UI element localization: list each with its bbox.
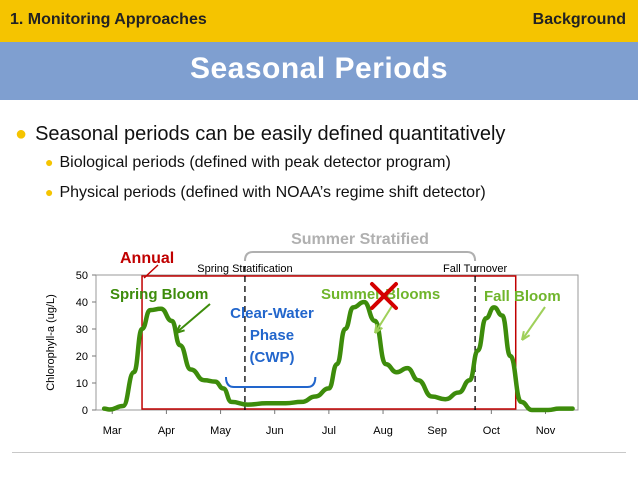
main-bullet: ● Seasonal periods can be easily defined …: [15, 123, 505, 146]
fall-turnover-label: Fall Turnover: [443, 263, 508, 275]
sub-bullet-2: ● Physical periods (defined with NOAA’s r…: [45, 184, 486, 202]
cwp-label-line2: Phase: [250, 327, 294, 344]
y-tick-label: 50: [76, 270, 88, 282]
x-tick-label: Apr: [158, 425, 175, 437]
summer-stratified-label: Summer Stratified: [291, 231, 429, 248]
bullet-dot-icon: ●: [45, 184, 54, 200]
spring-bloom-arrow-head: [175, 324, 185, 334]
x-tick-label: Jun: [266, 425, 284, 437]
section-header-bar: 1. Monitoring Approaches Background: [0, 0, 638, 42]
annual-box: [141, 275, 517, 410]
section-tag: Background: [532, 11, 626, 28]
summer-stratified-bracket: [243, 251, 477, 262]
main-bullet-text: Seasonal periods can be easily defined q…: [35, 123, 506, 145]
x-tick-label: May: [210, 425, 231, 437]
sub-bullet-1-text: Biological periods (defined with peak de…: [59, 154, 451, 171]
cwp-label-line1: Clear-Water: [230, 305, 314, 322]
cwp-bracket: [224, 376, 317, 388]
y-tick-label: 30: [76, 324, 88, 336]
plot-frame: [95, 274, 579, 411]
y-axis-label: Chlorophyll-a (ug/L): [45, 294, 57, 391]
chlorophyll-series-line: [101, 299, 575, 413]
sub-bullet-1: ● Biological periods (defined with peak d…: [45, 154, 451, 172]
sub-bullet-2-text: Physical periods (defined with NOAA’s re…: [59, 184, 486, 201]
annual-pointer: [143, 264, 159, 279]
fall-bloom-label: Fall Bloom: [484, 288, 561, 305]
spring-stratification-label: Spring Stratification: [197, 263, 292, 275]
slide-title: Seasonal Periods: [189, 52, 449, 85]
x-tick-label: Jul: [322, 425, 336, 437]
x-tick-label: Oct: [483, 425, 500, 437]
y-tick-label: 0: [82, 405, 88, 417]
cross-mark-icon: [370, 282, 398, 310]
spring-bloom-label: Spring Bloom: [110, 286, 208, 303]
section-title: 1. Monitoring Approaches: [10, 11, 207, 28]
fall-bloom-arrow: [521, 306, 546, 341]
y-tick-label: 10: [76, 378, 88, 390]
summer-bloom-arrow: [374, 305, 393, 334]
bullet-dot-icon: ●: [45, 154, 54, 170]
annual-label: Annual: [120, 250, 174, 267]
summer-bloom-arrow-head: [374, 323, 383, 334]
x-tick-label: Aug: [373, 425, 393, 437]
x-tick-label: Mar: [103, 425, 122, 437]
fall-bloom-arrow-head: [521, 330, 531, 341]
cwp-label-line3: (CWP): [250, 349, 295, 366]
x-tick-label: Nov: [536, 425, 556, 437]
footer-divider: [12, 452, 626, 453]
bullet-dot-icon: ●: [15, 123, 28, 145]
x-tick-label: Sep: [427, 425, 447, 437]
y-tick-label: 20: [76, 351, 88, 363]
y-tick-label: 40: [76, 297, 88, 309]
title-bar: Seasonal Periods: [0, 42, 638, 100]
spring-bloom-arrow: [175, 303, 211, 334]
